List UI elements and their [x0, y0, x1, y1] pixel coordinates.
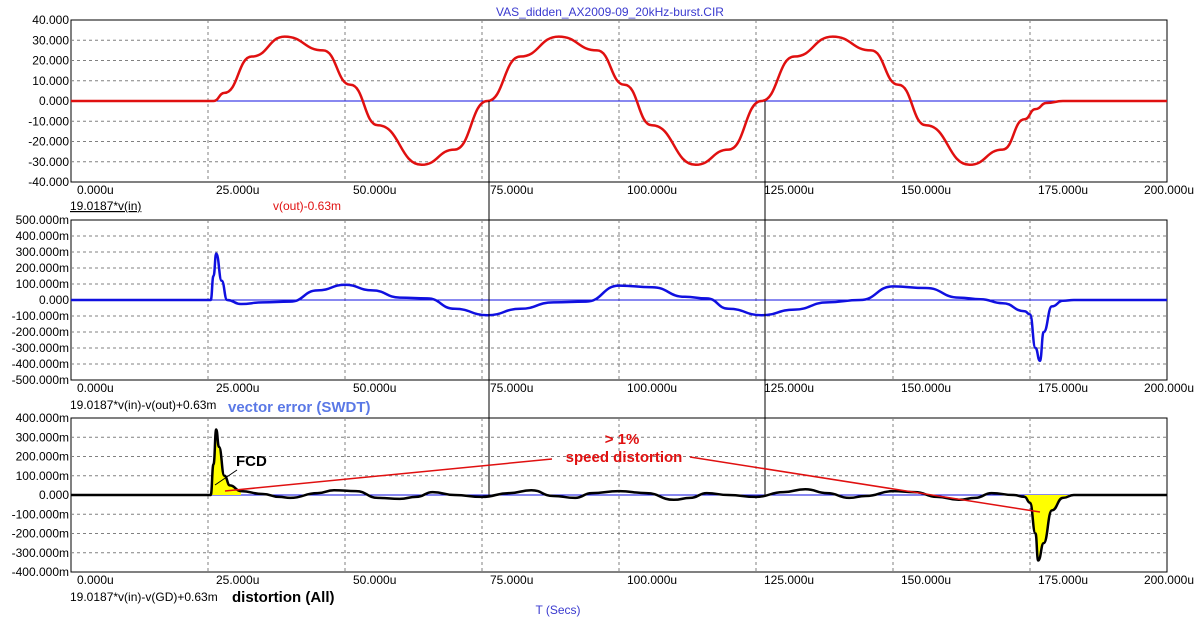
bottom-y-tick-label: -100.000m [12, 507, 69, 521]
top-panel: 40.000 30.000 20.000 10.000 0.000 -10.000 -20.… [28, 13, 1194, 197]
top-x-tick-label: 150.000u [901, 183, 951, 197]
middle-x-tick-label: 200.000u [1144, 381, 1194, 395]
middle-y-tick-label: 0.000 [39, 293, 69, 307]
top-x-tick-label: 0.000u [77, 183, 114, 197]
fcd-label: FCD [236, 453, 267, 470]
bottom-x-tick-label: 25.000u [216, 573, 259, 587]
top-legend-vin[interactable]: 19.0187*v(in) [70, 199, 141, 213]
middle-y-tick-label: -100.000m [12, 309, 69, 323]
distortion-label: distortion (All) [232, 589, 334, 606]
bottom-y-tick-label: -300.000m [12, 546, 69, 560]
bottom-y-tick-label: 400.000m [16, 411, 69, 425]
middle-y-tick-label: -200.000m [12, 325, 69, 339]
bottom-legend[interactable]: 19.0187*v(in)-v(GD)+0.63m [70, 590, 218, 604]
bottom-x-tick-label: 150.000u [901, 573, 951, 587]
middle-panel: 500.000m 400.000m 300.000m 200.000m 100.000m… [12, 213, 1194, 395]
top-x-tick-label: 175.000u [1038, 183, 1088, 197]
speed-arrow-left [224, 458, 553, 492]
bottom-panel: 400.000m 300.000m 200.000m 100.000m 0.000 -10… [12, 411, 1194, 587]
top-y-tick-label: -30.000 [28, 155, 69, 169]
middle-panel-y-ticks: 500.000m 400.000m 300.000m 200.000m 100.000m… [12, 213, 70, 387]
middle-x-tick-label: 25.000u [216, 381, 259, 395]
middle-series-0 [70, 252, 1167, 363]
middle-x-tick-label: 175.000u [1038, 381, 1088, 395]
middle-x-tick-label: 150.000u [901, 381, 951, 395]
bottom-x-tick-label: 50.000u [353, 573, 396, 587]
bottom-y-tick-label: 200.000m [16, 450, 69, 464]
top-y-tick-label: -40.000 [28, 175, 69, 189]
bottom-panel-x-ticks: 0.000u 25.000u 50.000u 75.000u 100.000u 125.0… [77, 573, 1194, 587]
bottom-y-tick-label: -400.000m [12, 565, 69, 579]
top-y-tick-label: -20.000 [28, 135, 69, 149]
middle-x-tick-label: 0.000u [77, 381, 114, 395]
top-legend-vout[interactable]: v(out)-0.63m [273, 199, 341, 213]
bottom-x-tick-label: 175.000u [1038, 573, 1088, 587]
vector-error-label: vector error (SWDT) [228, 399, 371, 416]
top-x-tick-label: 50.000u [353, 183, 396, 197]
middle-y-tick-label: 100.000m [16, 277, 69, 291]
x-axis-label: T (Secs) [535, 603, 580, 617]
bottom-y-tick-label: 100.000m [16, 469, 69, 483]
middle-panel-x-ticks: 0.000u 25.000u 50.000u 75.000u 100.000u 125.0… [77, 381, 1194, 395]
middle-y-tick-label: -300.000m [12, 341, 69, 355]
middle-y-tick-label: 500.000m [16, 213, 69, 227]
bottom-series-0 [71, 428, 1167, 562]
top-x-tick-label: 200.000u [1144, 183, 1194, 197]
bottom-y-tick-label: 300.000m [16, 430, 69, 444]
middle-x-tick-label: 125.000u [764, 381, 814, 395]
bottom-panel-y-ticks: 400.000m 300.000m 200.000m 100.000m 0.000 -10… [12, 411, 70, 579]
plot-title: VAS_didden_AX2009-09_20kHz-burst.CIR [496, 5, 724, 19]
top-y-tick-label: 0.000 [39, 94, 69, 108]
top-y-tick-label: 30.000 [32, 33, 69, 47]
middle-legend[interactable]: 19.0187*v(in)-v(out)+0.63m [70, 398, 216, 412]
middle-x-tick-label: 100.000u [627, 381, 677, 395]
top-y-tick-label: -10.000 [28, 114, 69, 128]
top-y-tick-label: 40.000 [32, 13, 69, 27]
top-panel-y-ticks: 40.000 30.000 20.000 10.000 0.000 -10.000 -20.… [28, 13, 69, 189]
middle-x-tick-label: 50.000u [353, 381, 396, 395]
bottom-x-tick-label: 0.000u [77, 573, 114, 587]
top-x-tick-label: 75.000u [490, 183, 533, 197]
top-panel-series [70, 35, 1167, 167]
bottom-x-tick-label: 100.000u [627, 573, 677, 587]
top-panel-x-ticks: 0.000u 25.000u 50.000u 75.000u 100.000u 125.0… [77, 183, 1194, 197]
middle-panel-series [70, 252, 1167, 363]
speed-percent-label: > 1% [605, 431, 640, 448]
top-x-tick-label: 125.000u [764, 183, 814, 197]
top-panel-grid [71, 20, 1167, 182]
middle-y-tick-label: -400.000m [12, 357, 69, 371]
middle-x-tick-label: 75.000u [490, 381, 533, 395]
bottom-x-tick-label: 75.000u [490, 573, 533, 587]
middle-y-tick-label: 200.000m [16, 261, 69, 275]
top-x-tick-label: 25.000u [216, 183, 259, 197]
middle-y-tick-label: -500.000m [12, 373, 69, 387]
bottom-y-tick-label: 0.000 [39, 488, 69, 502]
speed-arrow-right [689, 456, 1041, 513]
middle-y-tick-label: 300.000m [16, 245, 69, 259]
middle-y-tick-label: 400.000m [16, 229, 69, 243]
fcd-pointer [214, 469, 238, 486]
top-x-tick-label: 100.000u [627, 183, 677, 197]
bottom-y-tick-label: -200.000m [12, 527, 69, 541]
top-series-1 [70, 35, 1167, 167]
speed-distortion-label: speed distortion [566, 449, 683, 466]
bottom-x-tick-label: 200.000u [1144, 573, 1194, 587]
top-y-tick-label: 10.000 [32, 74, 69, 88]
bottom-x-tick-label: 125.000u [764, 573, 814, 587]
top-y-tick-label: 20.000 [32, 54, 69, 68]
